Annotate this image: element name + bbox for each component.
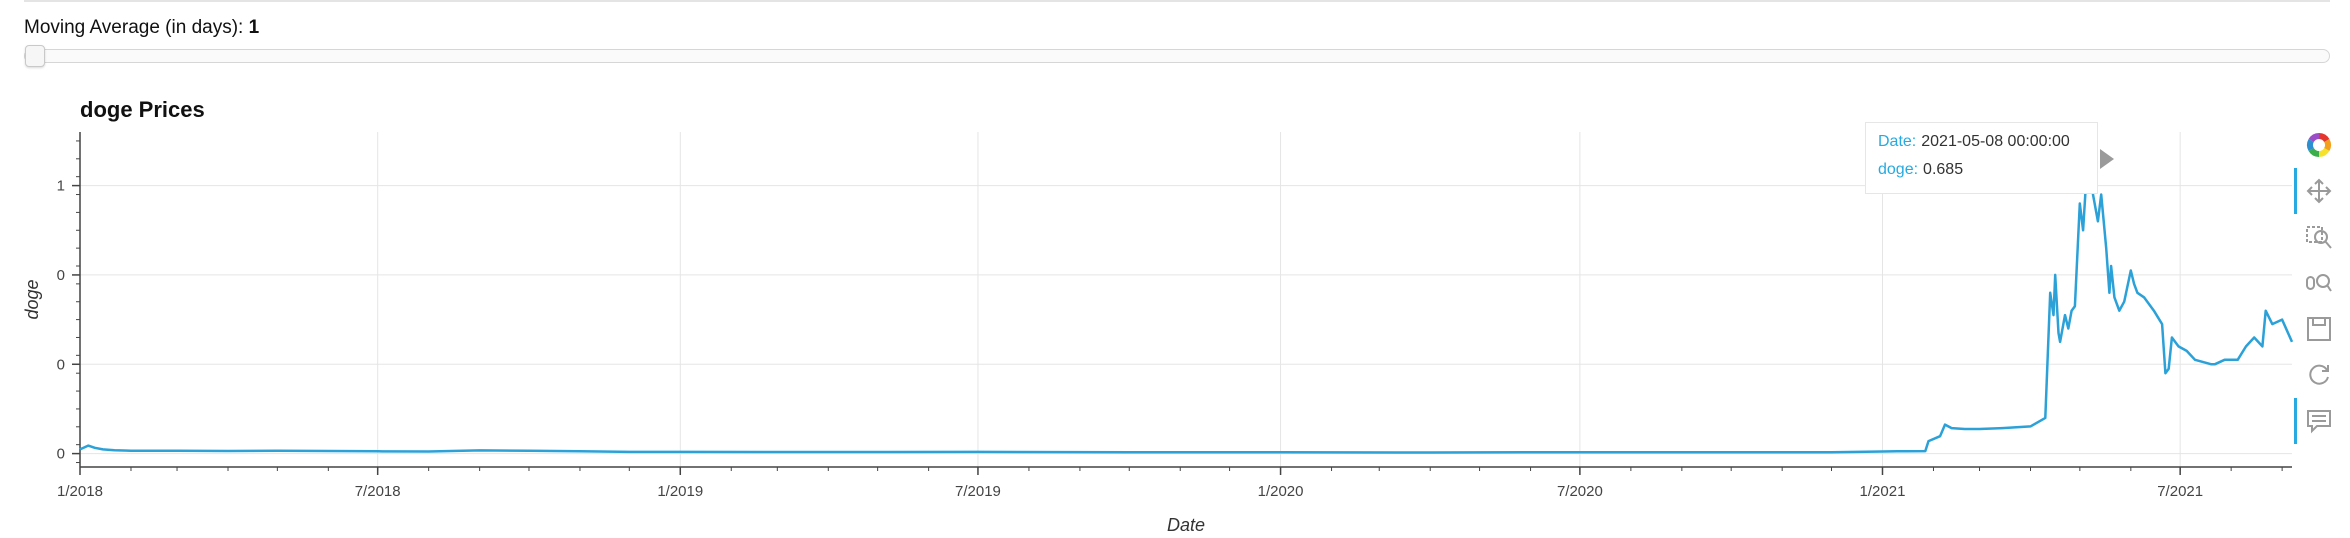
pan-tool-active-indicator	[2294, 168, 2297, 214]
x-tick-label: 7/2020	[1557, 483, 1603, 500]
save-icon[interactable]	[2304, 314, 2334, 344]
chart-toolbar	[2294, 128, 2340, 448]
tooltip-pointer-icon	[2100, 149, 2114, 169]
x-tick-label: 1/2021	[1860, 483, 1906, 500]
x-tick-label: 7/2021	[2157, 483, 2203, 500]
hover-icon[interactable]	[2304, 406, 2334, 436]
y-tick-label: 1	[57, 178, 65, 195]
hover-tool-active-indicator	[2294, 398, 2297, 444]
x-tick-label: 7/2018	[355, 483, 401, 500]
y-tick-label: 0	[57, 356, 65, 373]
label-layer: 1/2018 7/2018 1/2019 7/2019 1/2020 7/2020 1/20…	[22, 178, 2203, 535]
y-axis-label: doge	[22, 279, 42, 319]
tooltip-date-key: Date:	[1878, 133, 1917, 150]
hover-tooltip: Date: 2021-05-08 00:00:00 doge: 0.685	[1865, 122, 2098, 194]
tooltip-series-key: doge:	[1878, 161, 1919, 178]
x-tick-label: 1/2019	[657, 483, 703, 500]
moving-average-label-text: Moving Average (in days):	[24, 17, 244, 38]
wheel-zoom-icon[interactable]	[2304, 268, 2334, 298]
moving-average-value: 1	[248, 17, 260, 38]
y-tick-label: 0	[57, 267, 65, 284]
x-tick-label: 1/2020	[1258, 483, 1304, 500]
moving-average-slider[interactable]	[24, 45, 2330, 67]
tooltip-series-value: 0.685	[1923, 161, 1964, 178]
tooltip-series-row: doge: 0.685	[1878, 161, 2097, 189]
top-divider	[24, 0, 2330, 2]
series-line-doge	[79, 146, 2294, 454]
tooltip-date-row: Date: 2021-05-08 00:00:00	[1878, 133, 2097, 161]
box-zoom-icon[interactable]	[2304, 222, 2334, 252]
x-tick-label: 1/2018	[57, 483, 103, 500]
tooltip-date-value: 2021-05-08 00:00:00	[1921, 133, 2070, 150]
reset-icon[interactable]	[2304, 360, 2334, 390]
axis-layer	[72, 132, 2292, 475]
moving-average-label: Moving Average (in days): 1	[24, 17, 259, 39]
chart-title: doge Prices	[80, 97, 205, 122]
x-axis-label: Date	[1167, 515, 1205, 535]
bokeh-logo-icon[interactable]	[2304, 130, 2334, 160]
y-tick-label: 0	[57, 446, 65, 463]
pan-icon[interactable]	[2304, 176, 2334, 206]
series-layer	[79, 146, 2294, 454]
x-tick-label: 7/2019	[955, 483, 1001, 500]
slider-handle[interactable]	[25, 45, 45, 67]
